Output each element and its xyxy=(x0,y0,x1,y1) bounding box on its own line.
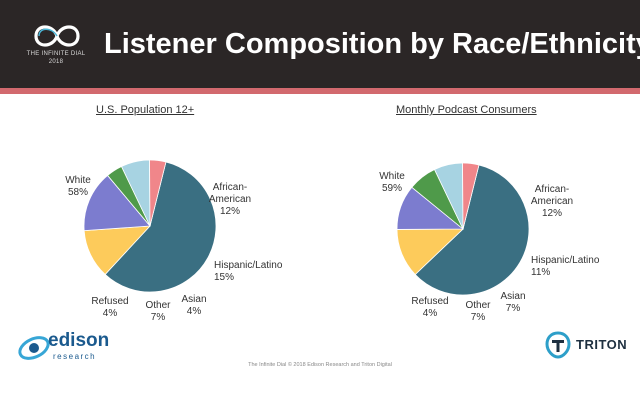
triton-logo-icon xyxy=(545,331,571,359)
edison-logo-icon xyxy=(18,336,50,360)
edison-subtitle: research xyxy=(53,352,97,361)
pie-1-slice-hispanic-latino xyxy=(83,174,151,232)
logo-text: THE INFINITE DIAL 2018 xyxy=(10,50,102,66)
pie-1-label-white: White 58% xyxy=(65,175,91,198)
pie-1-label-asian: Asian 4% xyxy=(181,294,206,317)
pie-2-label-white: White 59% xyxy=(379,171,405,194)
pie-1-label-african-american: African-American 12% xyxy=(209,182,251,217)
pie-2-label-hispanic-latino: Hispanic/Latino 11% xyxy=(531,255,600,278)
header-bar xyxy=(0,0,640,88)
logo-title: THE INFINITE DIAL xyxy=(26,51,86,57)
pie-1-slice-refused xyxy=(149,159,167,227)
pie-1-label-other: Other 7% xyxy=(145,300,171,323)
pie-1-label-hispanic-latino: Hispanic/Latino 15% xyxy=(214,260,283,283)
infinite-dial-logo-icon xyxy=(34,25,80,47)
pie-2-label-refused: Refused 4% xyxy=(411,296,448,319)
pie-2-label-asian: Asian 7% xyxy=(500,291,525,314)
pie-2-slice-white xyxy=(414,164,530,296)
pie-1-slice-white xyxy=(104,161,217,293)
edison-wordmark: edison xyxy=(48,330,110,351)
pie-2-label-african-american: African-American 12% xyxy=(531,184,573,219)
page-title: Listener Composition by Race/Ethnicity xyxy=(104,28,640,60)
header-divider xyxy=(0,88,640,94)
chart-1-title: U.S. Population 12+ xyxy=(96,104,195,116)
chart-2-title: Monthly Podcast Consumers xyxy=(396,104,537,116)
footer-copyright: The Infinite Dial © 2018 Edison Research… xyxy=(248,362,392,368)
pie-2-label-other: Other 7% xyxy=(465,300,491,323)
triton-wordmark: TRITON xyxy=(576,337,628,352)
logo-year: 2018 xyxy=(48,59,64,65)
pie-1-label-refused: Refused 4% xyxy=(91,296,128,319)
pie-2-slice-refused xyxy=(462,162,480,230)
